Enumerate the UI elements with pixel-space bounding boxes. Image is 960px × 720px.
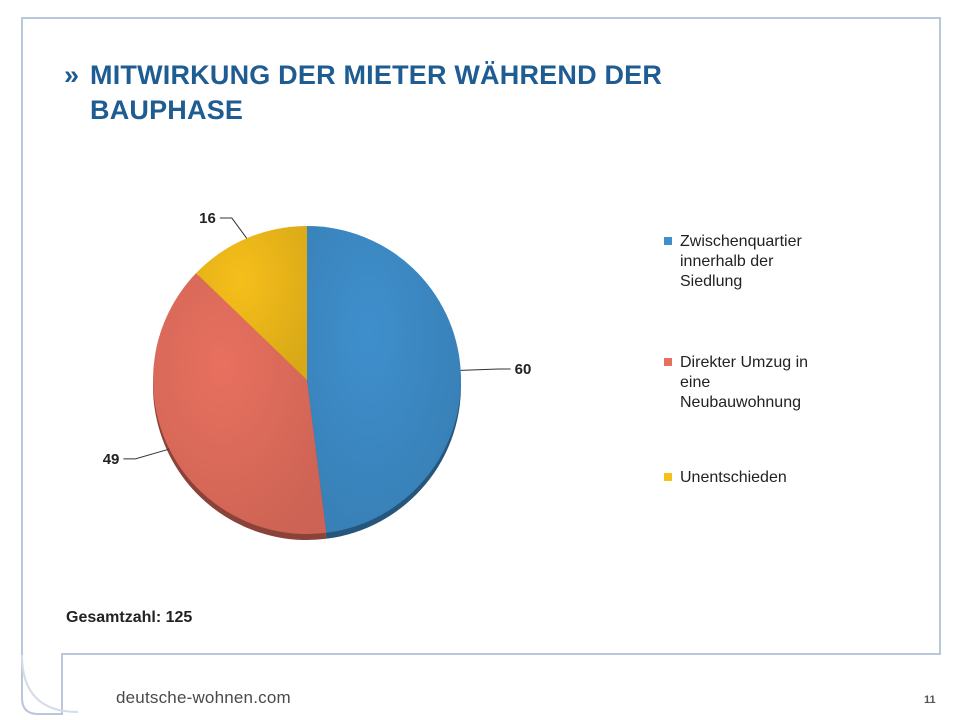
legend-item-zwischenquartier: Zwischenquartier innerhalb der Siedlung: [664, 232, 864, 292]
legend-item-unentschieden: Unentschieden: [664, 468, 864, 488]
data-label-2: 16: [199, 210, 216, 227]
legend-swatch-unentschieden: [664, 473, 672, 481]
legend-swatch-zwischenquartier: [664, 237, 672, 245]
legend-item-direkter-umzug: Direkter Umzug in eine Neubauwohnung: [664, 353, 864, 413]
data-label-1: 49: [103, 451, 120, 468]
legend-label-line: Direkter Umzug in: [680, 354, 809, 371]
total-count-label: Gesamtzahl: 125: [66, 609, 193, 626]
title-marker: »: [64, 60, 80, 90]
company-logo-text: deutsche-wohnen.com: [116, 688, 291, 707]
frame-corner-curve: [21, 654, 79, 713]
leader-line-1: [123, 448, 170, 460]
pie-slice-1: [153, 273, 327, 534]
frame-border: [21, 17, 941, 715]
legend-label-line: Unentschieden: [680, 469, 787, 486]
page-number: 11: [924, 694, 936, 706]
pie-slice-2: [196, 226, 307, 380]
pie-slice-0: [307, 226, 461, 533]
legend-label-line: Zwischenquartier: [680, 233, 802, 250]
data-label-0: 60: [515, 361, 532, 378]
legend-label-line: eine: [680, 374, 711, 391]
legend-swatch-direkter-umzug: [664, 358, 672, 366]
leader-line-0: [460, 368, 511, 371]
legend-label-line: Siedlung: [680, 273, 743, 290]
title-line-2: BAUPHASE: [90, 95, 244, 125]
legend-label-line: innerhalb der: [680, 253, 774, 270]
slide-title: » MITWIRKUNG DER MIETER WÄHREND DER BAUPH…: [64, 58, 824, 128]
title-line-1: MITWIRKUNG DER MIETER WÄHREND DER: [90, 60, 663, 90]
leader-line-2: [219, 217, 248, 239]
legend-label-line: Neubauwohnung: [680, 394, 801, 411]
